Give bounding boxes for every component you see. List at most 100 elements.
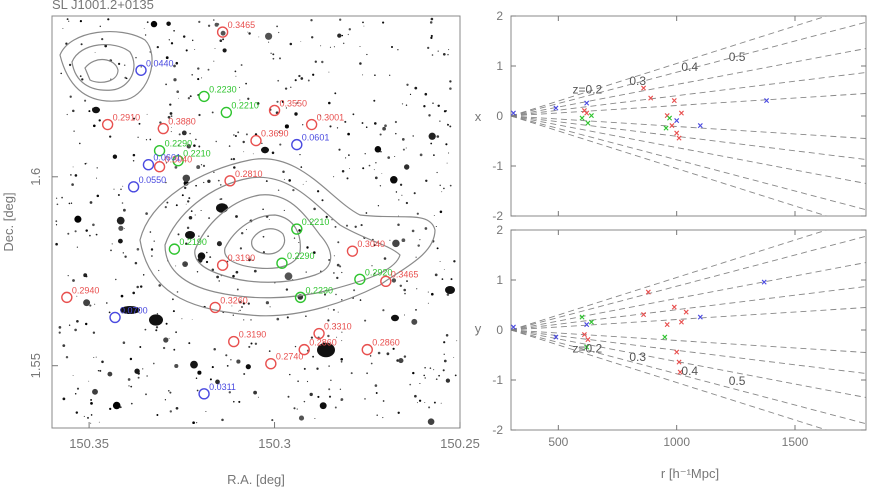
star-dot: [413, 192, 416, 195]
star-dot: [245, 229, 248, 231]
star-dot: [164, 205, 167, 209]
star-dot: [228, 145, 231, 147]
sky-map-ylabel: Dec. [deg]: [1, 192, 16, 251]
star-dot: [156, 45, 159, 49]
x-tick-label: 500: [548, 435, 568, 449]
star-dot: [353, 289, 356, 292]
star-dot: [374, 176, 378, 180]
star-dot: [117, 193, 120, 197]
star-dot: [395, 191, 398, 193]
star-dot: [411, 229, 415, 233]
star-dot: [185, 203, 187, 205]
star-dot: [311, 36, 314, 39]
star-dot: [345, 224, 349, 227]
star-dot: [175, 406, 179, 410]
galaxy-redshift-label: 0.2740: [276, 352, 304, 362]
star-dot: [345, 157, 347, 159]
star-dot: [108, 311, 111, 314]
cone-point-green: ×: [589, 111, 595, 122]
star-dot: [364, 319, 367, 322]
star-dot: [376, 414, 378, 416]
star-dot: [293, 237, 296, 239]
star-dot: [112, 401, 121, 410]
star-dot: [321, 199, 324, 202]
cone-point-red: ×: [677, 368, 683, 379]
star-dot: [177, 144, 180, 147]
cone-point-red: ×: [664, 111, 670, 122]
star-dot: [340, 400, 342, 402]
cone-point-red: ×: [584, 109, 590, 120]
y-tick-label: 1.55: [28, 353, 43, 378]
star-dot: [424, 401, 426, 403]
cone-dash-line: [511, 93, 866, 117]
galaxy-redshift-label: 0.2210: [183, 149, 211, 159]
contour-line: [71, 44, 135, 91]
star-dot: [67, 232, 70, 235]
redshift-contour-label: 0.4: [681, 60, 698, 74]
star-dot: [188, 197, 191, 200]
star-dot: [137, 136, 139, 139]
star-dot: [269, 306, 271, 308]
star-dot: [430, 292, 434, 296]
star-dot: [442, 52, 446, 56]
y-tick-label: -2: [492, 423, 503, 437]
star-dot: [441, 278, 444, 280]
star-dot: [80, 43, 83, 46]
star-dot: [412, 371, 415, 375]
star-dot: [98, 421, 100, 423]
redshift-contour-label: z=0.2: [573, 342, 603, 356]
star-dot: [220, 30, 226, 36]
star-dot: [319, 402, 327, 410]
galaxy-redshift-label: 0.3040: [357, 239, 385, 249]
star-dot: [205, 260, 209, 264]
star-dot: [186, 226, 190, 230]
star-dot: [450, 278, 453, 281]
star-dot: [186, 124, 188, 126]
star-dot: [285, 107, 287, 109]
star-dot: [110, 249, 112, 252]
star-dot: [415, 256, 417, 258]
star-dot: [198, 235, 200, 237]
contour-line: [194, 194, 332, 283]
cone-dash-line: [511, 235, 866, 331]
star-dot: [209, 378, 212, 381]
star-dot: [424, 377, 426, 379]
star-dot: [65, 355, 69, 359]
star-dot: [95, 356, 97, 358]
cone-point-red: ×: [641, 84, 647, 95]
star-dot: [327, 319, 330, 322]
star-dot: [439, 210, 443, 214]
bright-source: [317, 342, 335, 358]
star-dot: [437, 50, 439, 52]
star-dot: [169, 103, 172, 106]
star-dot: [446, 293, 450, 296]
bright-source: [185, 231, 195, 239]
star-dot: [68, 202, 71, 205]
star-dot: [208, 217, 211, 220]
star-dot: [336, 336, 338, 338]
star-dot: [299, 154, 301, 156]
star-dot: [416, 212, 419, 215]
star-dot: [165, 322, 168, 325]
galaxy-marker-green: [294, 291, 307, 304]
star-dot: [84, 322, 88, 326]
star-dot: [278, 131, 281, 134]
star-dot: [298, 229, 301, 232]
galaxy-marker-blue: [109, 311, 121, 324]
y-tick-label: 1: [496, 59, 503, 73]
star-dot: [399, 284, 403, 288]
galaxy-redshift-label: 0.2290: [287, 251, 315, 261]
star-dot: [76, 319, 79, 323]
star-dot: [76, 246, 79, 248]
star-dot: [107, 371, 113, 377]
star-dot: [340, 357, 344, 361]
star-dot: [248, 32, 251, 35]
star-dot: [328, 259, 331, 261]
star-dot: [214, 48, 216, 49]
galaxy-marker-red: [224, 175, 236, 187]
star-dot: [327, 334, 330, 338]
star-dot: [337, 241, 340, 244]
star-dot: [169, 410, 172, 413]
star-dot: [316, 367, 319, 370]
y-tick-label: 1: [496, 273, 503, 287]
